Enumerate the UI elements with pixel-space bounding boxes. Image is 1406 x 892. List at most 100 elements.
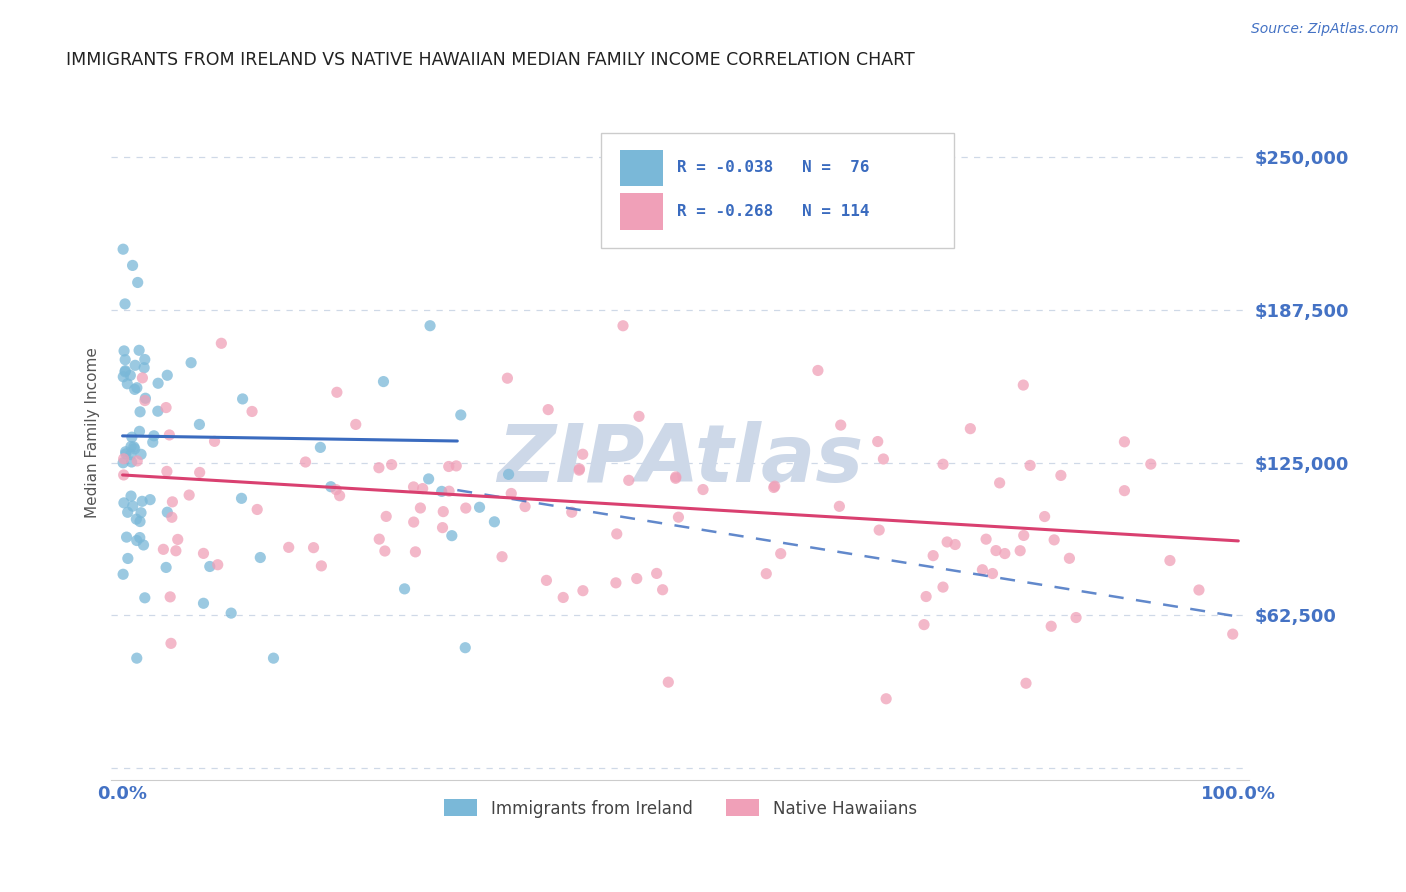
Point <box>381 458 404 472</box>
Point <box>112 242 135 256</box>
Point <box>830 418 852 433</box>
Point <box>394 582 416 596</box>
Text: Source: ZipAtlas.com: Source: ZipAtlas.com <box>1251 22 1399 37</box>
Point <box>129 506 152 520</box>
Point <box>193 596 215 610</box>
Point <box>419 318 441 333</box>
Point <box>1012 528 1035 542</box>
Point <box>561 505 583 519</box>
Point <box>124 442 146 456</box>
Point <box>121 455 143 469</box>
Point <box>988 475 1011 490</box>
Point <box>159 590 181 604</box>
Point <box>491 549 513 564</box>
Point <box>160 636 183 650</box>
Point <box>605 575 627 590</box>
Point <box>828 500 851 514</box>
Point <box>1064 610 1087 624</box>
Point <box>1040 619 1063 633</box>
Point <box>121 259 143 273</box>
Point <box>568 463 591 477</box>
Point <box>129 447 152 461</box>
Point <box>121 499 143 513</box>
Point <box>692 483 714 497</box>
Point <box>146 376 169 391</box>
Point <box>125 651 148 665</box>
Point <box>404 545 426 559</box>
Point <box>444 458 467 473</box>
Point <box>572 583 595 598</box>
Point <box>142 435 165 450</box>
Point <box>117 376 139 391</box>
Point <box>665 471 688 485</box>
Point <box>651 582 673 597</box>
Point <box>418 472 440 486</box>
Point <box>657 675 679 690</box>
Point <box>763 479 786 493</box>
Point <box>166 533 188 547</box>
Point <box>627 409 650 424</box>
Point <box>124 383 146 397</box>
Point <box>994 547 1017 561</box>
Point <box>309 441 332 455</box>
Point <box>198 559 221 574</box>
Point <box>204 434 226 449</box>
Point <box>124 359 146 373</box>
Point <box>180 356 202 370</box>
Point <box>146 404 169 418</box>
Point <box>155 560 177 574</box>
Point <box>128 425 150 439</box>
Point <box>114 364 136 378</box>
Point <box>162 495 184 509</box>
Point <box>568 462 591 476</box>
Point <box>115 447 138 461</box>
Point <box>769 547 792 561</box>
Point <box>155 401 177 415</box>
Point <box>1222 627 1244 641</box>
Point <box>329 489 352 503</box>
Point <box>117 505 139 519</box>
Point <box>114 297 136 311</box>
Point <box>120 489 142 503</box>
Point <box>125 512 148 526</box>
Point <box>156 464 179 478</box>
Point <box>1010 543 1032 558</box>
Point <box>553 591 575 605</box>
Point <box>912 617 935 632</box>
Point <box>1043 533 1066 547</box>
Point <box>188 466 211 480</box>
Point <box>125 533 148 548</box>
Point <box>129 515 152 529</box>
Point <box>157 428 180 442</box>
Point <box>165 543 187 558</box>
Point <box>668 510 690 524</box>
Point <box>112 567 135 582</box>
Point <box>139 492 162 507</box>
Point <box>277 541 299 555</box>
Point <box>606 527 628 541</box>
Point <box>375 509 398 524</box>
Point <box>915 590 938 604</box>
Point <box>1188 582 1211 597</box>
Point <box>112 451 135 466</box>
Point <box>626 572 648 586</box>
Point <box>249 550 271 565</box>
Point <box>246 502 269 516</box>
Point <box>454 640 477 655</box>
Point <box>344 417 367 432</box>
Point <box>617 474 640 488</box>
Point <box>430 484 453 499</box>
Point <box>1059 551 1081 566</box>
Point <box>325 483 347 497</box>
Point <box>373 375 395 389</box>
Point <box>454 501 477 516</box>
Text: R = -0.268   N = 114: R = -0.268 N = 114 <box>678 204 869 219</box>
Point <box>302 541 325 555</box>
Point <box>432 505 454 519</box>
Point <box>1033 509 1056 524</box>
Point <box>156 505 179 519</box>
Point <box>1019 458 1042 473</box>
Point <box>112 456 135 470</box>
Point <box>1012 378 1035 392</box>
Point <box>762 480 785 494</box>
